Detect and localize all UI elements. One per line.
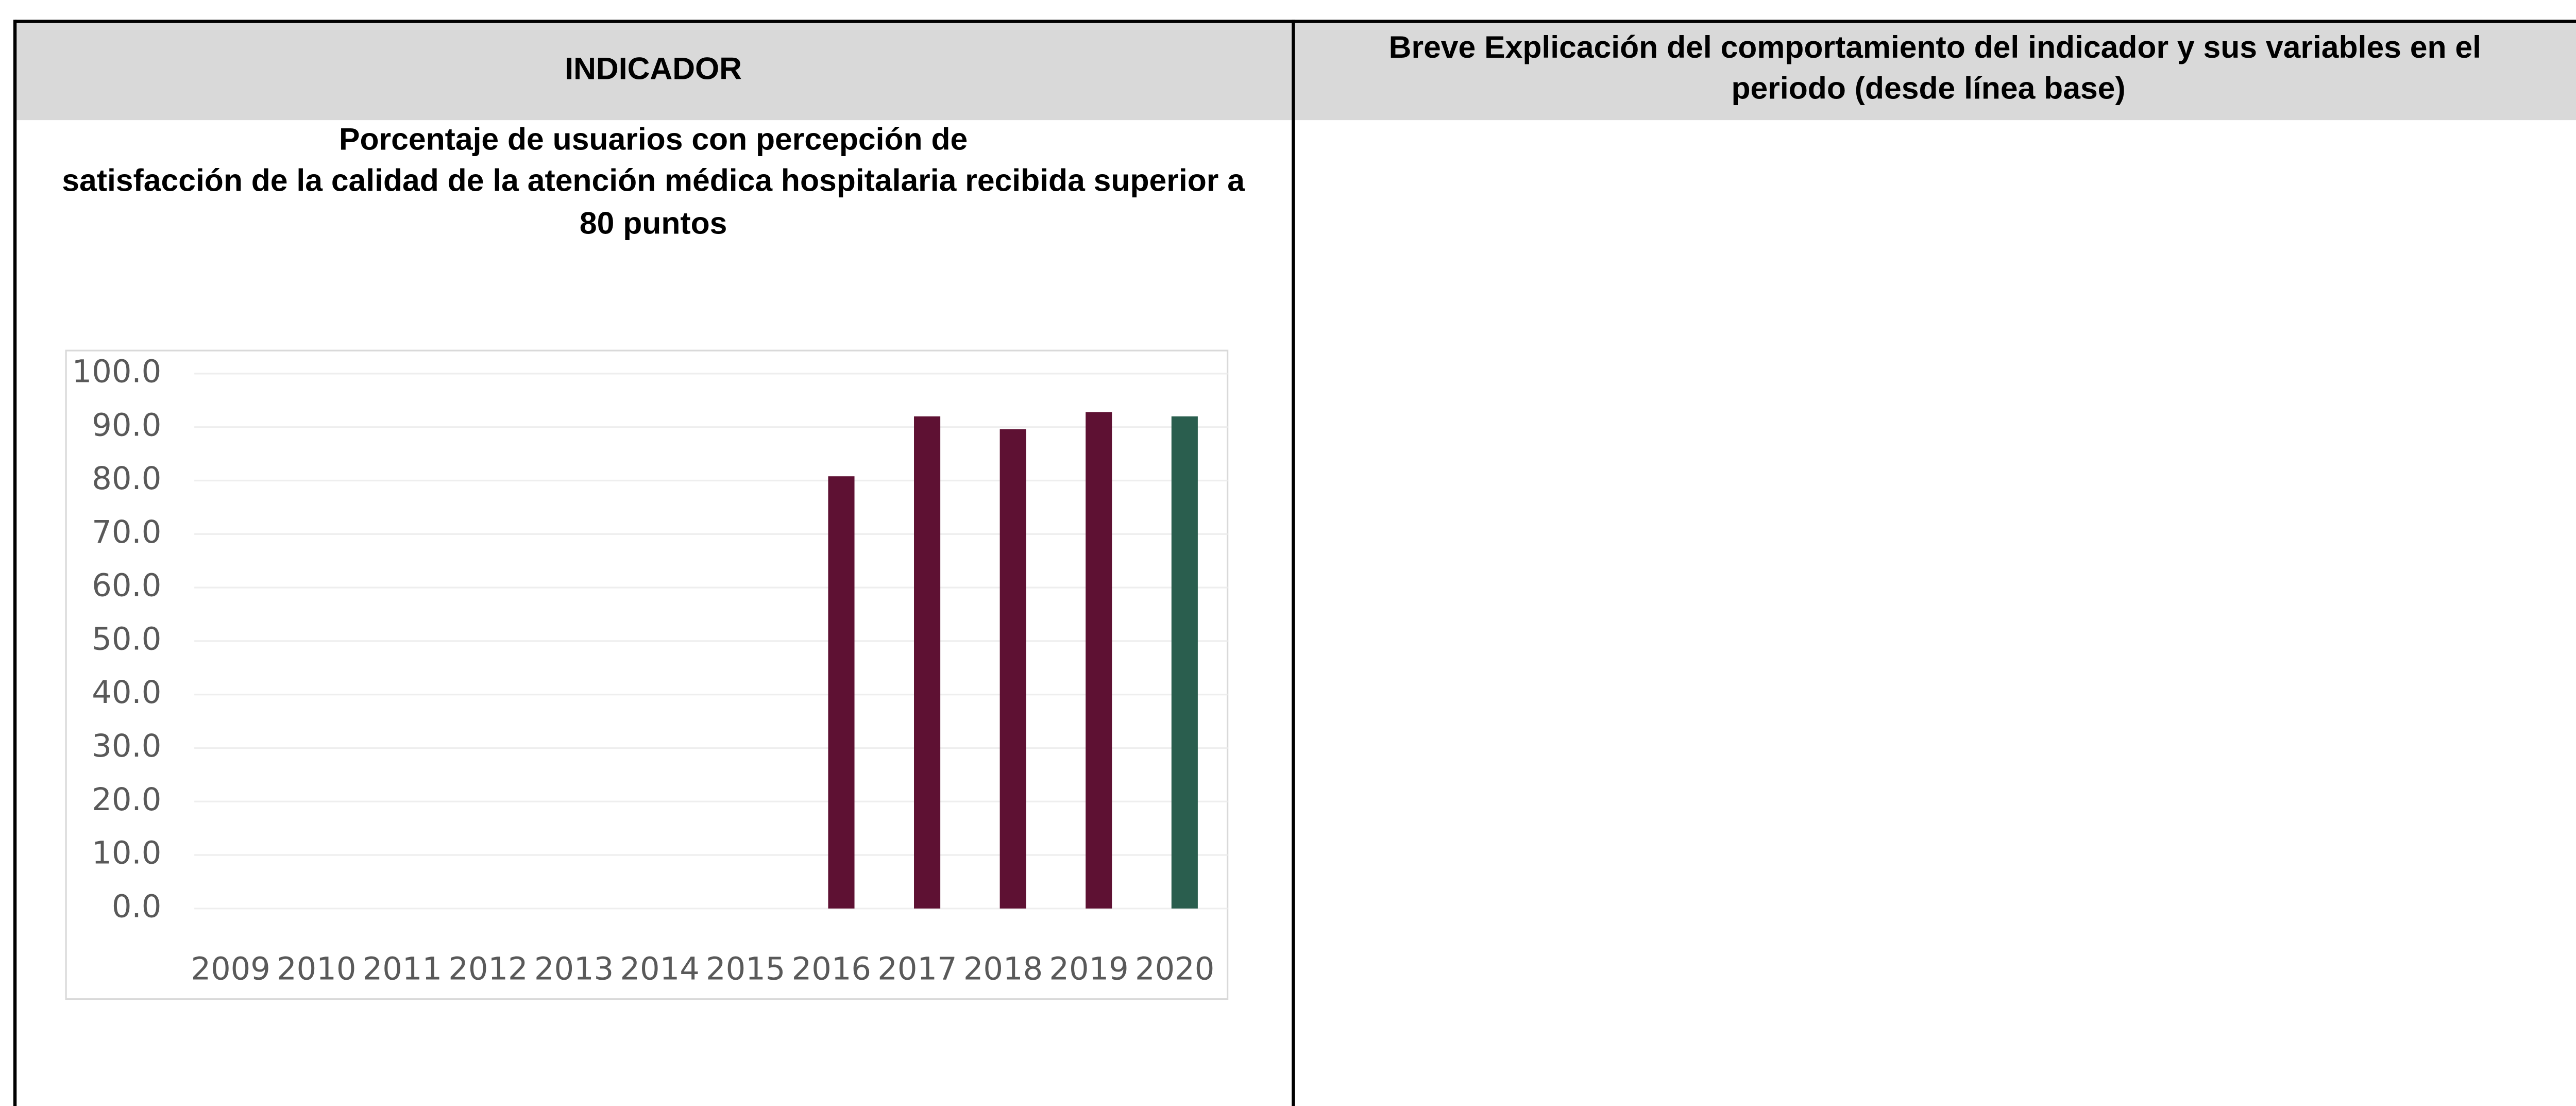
x-tick-label: 2016 <box>792 951 871 987</box>
x-tick-label: 2019 <box>1049 951 1128 987</box>
x-tick-label: 2010 <box>277 951 356 987</box>
x-tick-label: 2015 <box>706 951 785 987</box>
x-tick-label: 2018 <box>963 951 1043 987</box>
chart-frame <box>65 349 1229 1000</box>
header-explanation: Breve Explicación del comportamiento del… <box>1389 29 2481 64</box>
header-explanation: periodo (desde línea base) <box>1731 71 2125 106</box>
bar <box>828 476 855 909</box>
y-tick-label: 10.0 <box>92 835 161 872</box>
x-tick-label: 2009 <box>191 951 270 987</box>
y-tick-label: 100.0 <box>72 354 162 390</box>
x-tick-label: 2012 <box>448 951 528 987</box>
indicator-title: satisfacción de la calidad de la atenció… <box>62 163 1245 198</box>
y-tick-label: 90.0 <box>92 407 161 443</box>
indicator-title: Porcentaje de usuarios con percepción de <box>339 122 968 157</box>
y-tick-label: 80.0 <box>92 461 161 497</box>
bar <box>1171 416 1198 909</box>
y-tick-label: 50.0 <box>92 621 161 657</box>
x-tick-label: 2013 <box>534 951 614 987</box>
header-indicator: INDICADOR <box>565 51 742 86</box>
bar <box>1086 412 1112 909</box>
x-tick-label: 2011 <box>363 951 442 987</box>
bar <box>914 416 941 909</box>
x-tick-label: 2017 <box>877 951 957 987</box>
header-row <box>15 21 2576 121</box>
y-tick-label: 0.0 <box>112 889 161 925</box>
y-tick-label: 40.0 <box>92 675 161 711</box>
y-tick-label: 60.0 <box>92 568 161 604</box>
bar <box>999 429 1026 909</box>
y-tick-label: 70.0 <box>92 514 161 550</box>
x-tick-label: 2014 <box>620 951 699 987</box>
indicator-title: 80 puntos <box>580 206 727 241</box>
y-tick-label: 20.0 <box>92 782 161 818</box>
y-tick-label: 30.0 <box>92 728 161 764</box>
x-tick-label: 2020 <box>1135 951 1214 987</box>
